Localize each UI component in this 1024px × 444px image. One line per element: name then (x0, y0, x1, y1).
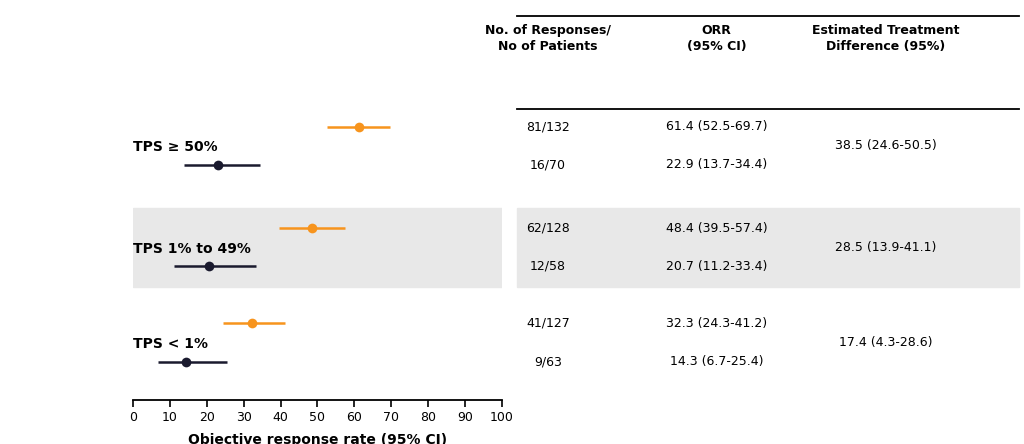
Text: 61.4 (52.5-69.7): 61.4 (52.5-69.7) (666, 120, 768, 133)
X-axis label: Objective response rate (95% CI): Objective response rate (95% CI) (187, 433, 447, 444)
Text: 62/128: 62/128 (526, 222, 569, 235)
Text: 12/58: 12/58 (529, 260, 566, 273)
Text: 14.3 (6.7-25.4): 14.3 (6.7-25.4) (670, 355, 764, 368)
Text: 28.5 (13.9-41.1): 28.5 (13.9-41.1) (836, 241, 936, 254)
Text: 22.9 (13.7-34.4): 22.9 (13.7-34.4) (667, 159, 767, 171)
Text: 9/63: 9/63 (534, 355, 562, 368)
Text: ORR
(95% CI): ORR (95% CI) (687, 24, 746, 53)
Text: 17.4 (4.3-28.6): 17.4 (4.3-28.6) (839, 336, 933, 349)
Text: 48.4 (39.5-57.4): 48.4 (39.5-57.4) (666, 222, 768, 235)
Text: 32.3 (24.3-41.2): 32.3 (24.3-41.2) (667, 317, 767, 330)
Text: TPS < 1%: TPS < 1% (133, 337, 208, 351)
Bar (133, 208, 502, 287)
Text: 38.5 (24.6-50.5): 38.5 (24.6-50.5) (835, 139, 937, 152)
Text: No. of Responses/
No of Patients: No. of Responses/ No of Patients (484, 24, 611, 53)
Text: 41/127: 41/127 (526, 317, 569, 330)
Text: TPS 1% to 49%: TPS 1% to 49% (133, 242, 251, 256)
Text: 16/70: 16/70 (529, 159, 566, 171)
Text: 20.7 (11.2-33.4): 20.7 (11.2-33.4) (667, 260, 767, 273)
Text: Estimated Treatment
Difference (95%): Estimated Treatment Difference (95%) (812, 24, 959, 53)
Text: TPS ≥ 50%: TPS ≥ 50% (133, 140, 218, 155)
Text: 81/132: 81/132 (526, 120, 569, 133)
